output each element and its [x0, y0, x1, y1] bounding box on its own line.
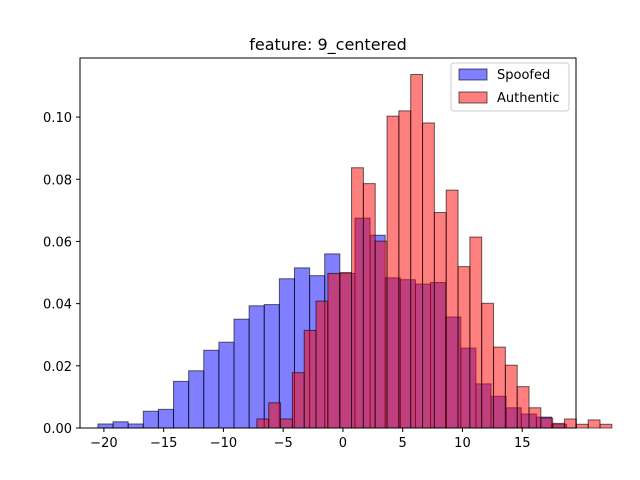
bar-spoofed-7 [203, 349, 220, 429]
bar-authentic-15 [433, 212, 447, 429]
bar-spoofed-3 [142, 410, 159, 429]
x-tick-label: −5 [274, 436, 293, 451]
bar-authentic-0 [256, 418, 270, 429]
bar-authentic-27 [575, 423, 589, 429]
bar-spoofed-4 [157, 408, 175, 429]
x-axis: −20 −15 −10 −5 0 5 10 15 [90, 428, 530, 451]
bar-authentic-4 [303, 329, 317, 429]
bar-authentic-20 [493, 346, 506, 429]
bar-spoofed-10 [248, 305, 265, 429]
bar-authentic-3 [291, 372, 305, 429]
bar-spoofed-5 [173, 380, 190, 429]
bar-authentic-19 [481, 302, 495, 429]
x-tick-label: 15 [514, 436, 531, 451]
bar-spoofed-6 [188, 370, 205, 429]
bar-authentic-1 [268, 402, 282, 429]
bar-authentic-10 [374, 240, 388, 429]
chart-title: feature: 9_centered [249, 35, 407, 55]
bar-authentic-5 [315, 300, 329, 429]
x-tick-label: −10 [210, 436, 237, 451]
legend-label-authentic: Authentic [497, 91, 560, 106]
bar-authentic-22 [516, 386, 530, 429]
bar-authentic-9 [362, 183, 376, 429]
legend: Spoofed Authentic [450, 62, 570, 112]
bar-authentic-17 [457, 266, 471, 429]
bar-authentic-28 [587, 419, 601, 429]
y-tick-label: 0.04 [43, 298, 72, 313]
bar-authentic-21 [504, 364, 518, 429]
x-tick-label: 5 [399, 436, 407, 451]
x-tick-label: −15 [150, 436, 177, 451]
legend-label-spoofed: Spoofed [497, 68, 550, 83]
bar-authentic-29 [599, 423, 613, 429]
x-tick-label: −20 [90, 436, 117, 451]
legend-swatch-authentic [458, 91, 488, 104]
x-tick-label: 0 [339, 436, 347, 451]
bar-authentic-13 [410, 73, 424, 429]
bar-authentic-2 [280, 418, 293, 429]
bar-authentic-23 [528, 407, 542, 429]
y-tick-label: 0.02 [43, 360, 72, 375]
legend-swatch-spoofed [458, 68, 488, 81]
y-tick-label: 0.10 [43, 111, 72, 126]
bar-authentic-18 [469, 236, 483, 429]
plot-frame [79, 57, 577, 429]
y-tick-label: 0.08 [43, 173, 72, 188]
bars-layer [97, 73, 613, 429]
bar-authentic-24 [540, 417, 554, 429]
bar-authentic-26 [564, 418, 577, 429]
bar-authentic-6 [327, 272, 341, 429]
bar-spoofed-9 [233, 318, 250, 429]
y-tick-label: 0.00 [43, 422, 72, 437]
bar-authentic-8 [351, 167, 364, 429]
x-tick-label: 10 [454, 436, 471, 451]
bar-authentic-12 [398, 110, 412, 429]
bar-authentic-25 [552, 422, 566, 429]
y-tick-label: 0.06 [43, 235, 72, 250]
bar-spoofed-2 [127, 423, 144, 429]
bar-spoofed-8 [218, 341, 235, 429]
bar-spoofed-1 [112, 421, 129, 429]
bar-authentic-16 [445, 189, 459, 429]
bar-spoofed-0 [97, 423, 114, 429]
y-axis: 0.00 0.02 0.04 0.06 0.08 0.10 [43, 111, 80, 437]
bar-authentic-14 [422, 122, 435, 429]
bar-authentic-11 [386, 115, 400, 429]
bar-authentic-7 [339, 272, 353, 429]
